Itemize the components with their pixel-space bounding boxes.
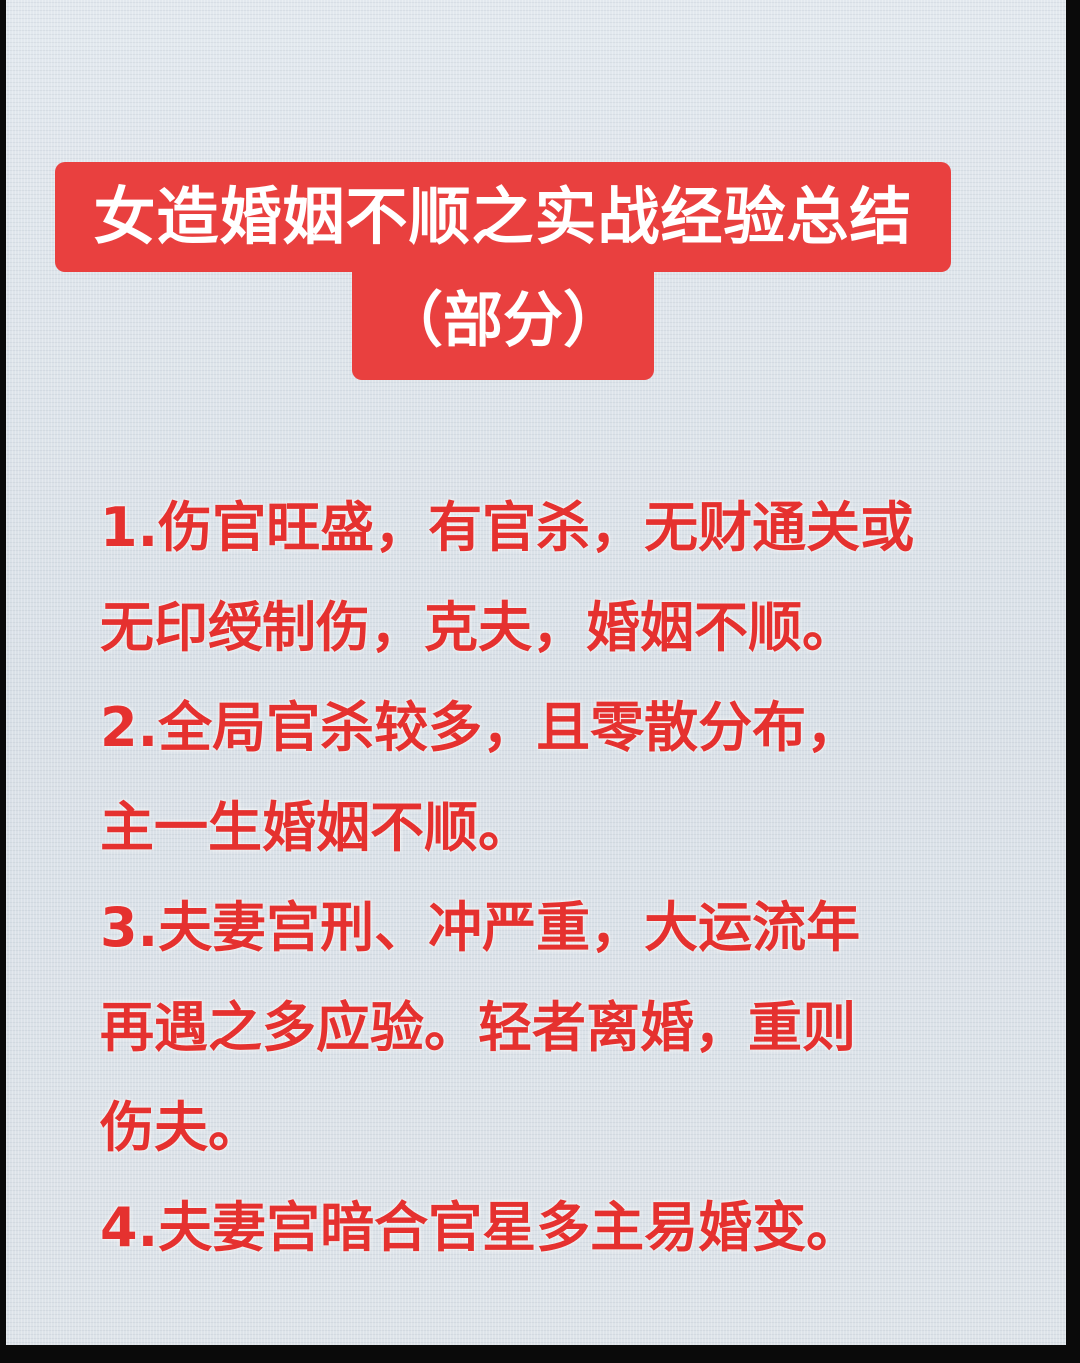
text-line: 4.夫妻宫暗合官星多主易婚变。 [100, 1196, 861, 1259]
text-line: 再遇之多应验。轻者离婚，重则 [100, 996, 856, 1059]
frame-edge-bottom [0, 1345, 1080, 1363]
text-line: 无印绶制伤，克夫，婚姻不顺。 [100, 596, 856, 659]
title-banner-main: 女造婚姻不顺之实战经验总结 [55, 162, 951, 272]
text-line: 2.全局官杀较多，且零散分布， [100, 696, 861, 759]
frame-edge-right [1066, 0, 1080, 1363]
summary-text: 1.伤官旺盛，有官杀，无财通关或 无印绶制伤，克夫，婚姻不顺。 2.全局官杀较多… [100, 478, 1000, 1278]
text-line: 3.夫妻宫刑、冲严重，大运流年 [100, 896, 861, 959]
text-line: 1.伤官旺盛，有官杀，无财通关或 [100, 496, 915, 559]
text-line: 伤夫。 [100, 1096, 262, 1159]
title-banner-sub: （部分） [352, 262, 654, 380]
frame-edge-left [0, 0, 6, 1363]
text-line: 主一生婚姻不顺。 [100, 796, 532, 859]
